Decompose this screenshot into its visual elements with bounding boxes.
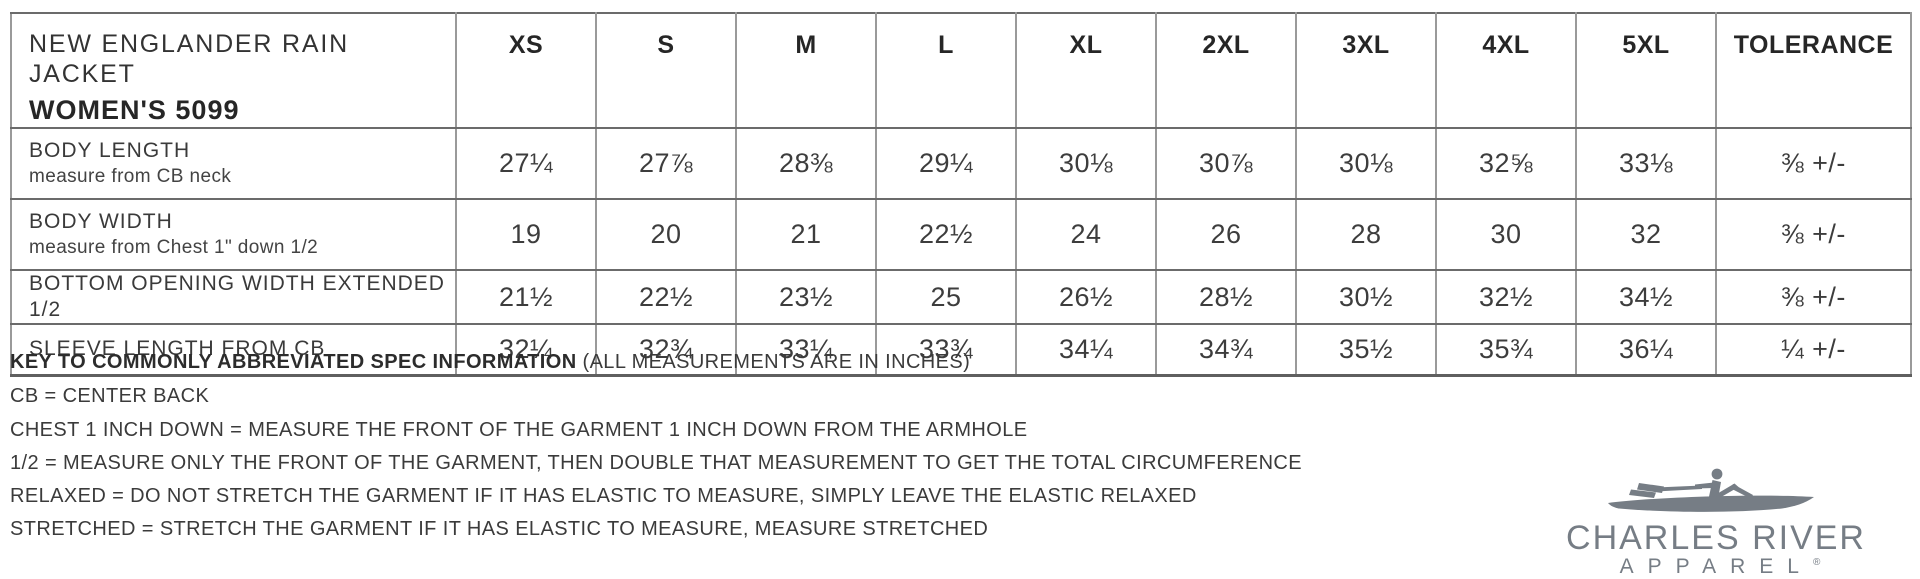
tolerance-value-cell: ⅜ +/- [1715, 127, 1912, 200]
spec-key-heading-normal: (ALL MEASUREMENTS ARE IN INCHES) [576, 351, 971, 373]
measurement-value-cell: 23½ [735, 269, 877, 325]
measurement-value-cell: 32⅝ [1435, 127, 1577, 200]
measurement-value-cell: 32 [1575, 198, 1717, 271]
measurement-value-cell: 34¼ [1015, 323, 1157, 376]
spec-key-line-stretched: STRETCHED = STRETCH THE GARMENT IF IT HA… [10, 518, 989, 540]
size-header-3xl: 3XL [1295, 12, 1437, 129]
size-header-tolerance: TOLERANCE [1715, 12, 1912, 129]
measurement-value-cell: 34¾ [1155, 323, 1297, 376]
measurement-value-cell: 33¼ [735, 323, 877, 376]
measurement-value-cell: 21½ [455, 269, 597, 325]
measurement-value-cell: 30⅛ [1295, 127, 1437, 200]
measurement-value-cell: 32¾ [595, 323, 737, 376]
measurement-value-cell: 32¼ [455, 323, 597, 376]
row-label-cell: BOTTOM OPENING WIDTH EXTENDED 1/2 [10, 269, 457, 325]
size-chart-table: NEW ENGLANDER RAIN JACKET WOMEN'S 5099 X… [10, 12, 1912, 377]
measurement-value-cell: 26 [1155, 198, 1297, 271]
measurement-value-cell: 27⅞ [595, 127, 737, 200]
measurement-value-cell: 28⅜ [735, 127, 877, 200]
row-label-cell: SLEEVE LENGTH FROM CB [10, 323, 457, 376]
measurement-value-cell: 30⅛ [1015, 127, 1157, 200]
measurement-row-body-length: BODY LENGTH measure from CB neck 27¼ 27⅞… [10, 127, 1912, 200]
size-header-xl: XL [1015, 12, 1157, 129]
measurement-value-cell: 25 [875, 269, 1017, 325]
row-sublabel: measure from CB neck [29, 166, 232, 187]
measurement-row-body-width: BODY WIDTH measure from Chest 1" down 1/… [10, 198, 1912, 271]
row-sublabel: measure from Chest 1" down 1/2 [29, 237, 319, 258]
measurement-value-cell: 34½ [1575, 269, 1717, 325]
measurement-value-cell: 35¾ [1435, 323, 1577, 376]
row-label: BOTTOM OPENING WIDTH EXTENDED 1/2 [29, 272, 445, 321]
measurement-value-cell: 20 [595, 198, 737, 271]
size-header-xs: XS [455, 12, 597, 129]
measurement-value-cell: 29¼ [875, 127, 1017, 200]
rower-boat-icon [1608, 468, 1814, 512]
measurement-value-cell: 30 [1435, 198, 1577, 271]
spec-key-line-cb: CB = CENTER BACK [10, 385, 210, 407]
measurement-value-cell: 33¾ [875, 323, 1017, 376]
size-header-2xl: 2XL [1155, 12, 1297, 129]
header-row: NEW ENGLANDER RAIN JACKET WOMEN'S 5099 X… [10, 12, 1912, 129]
spec-key-line-half: 1/2 = MEASURE ONLY THE FRONT OF THE GARM… [10, 452, 1303, 474]
size-header-s: S [595, 12, 737, 129]
measurement-row-sleeve-length: SLEEVE LENGTH FROM CB 32¼ 32¾ 33¼ 33¾ 34… [10, 323, 1912, 376]
row-label: SLEEVE LENGTH FROM CB [29, 337, 326, 361]
product-title: NEW ENGLANDER RAIN JACKET [29, 30, 349, 88]
measurement-value-cell: 35½ [1295, 323, 1437, 376]
registered-mark: ® [1812, 557, 1821, 568]
spec-key-line-chest: CHEST 1 INCH DOWN = MEASURE THE FRONT OF… [10, 419, 1028, 441]
size-header-l: L [875, 12, 1017, 129]
measurement-value-cell: 28 [1295, 198, 1437, 271]
measurement-value-cell: 30½ [1295, 269, 1437, 325]
row-label-cell: BODY WIDTH measure from Chest 1" down 1/… [10, 198, 457, 271]
measurement-value-cell: 19 [455, 198, 597, 271]
measurement-row-bottom-opening: BOTTOM OPENING WIDTH EXTENDED 1/2 21½ 22… [10, 269, 1912, 325]
spec-key-heading-bold: KEY TO COMMONLY ABBREVIATED SPEC INFORMA… [10, 351, 577, 373]
row-label: BODY WIDTH [29, 210, 173, 233]
size-header-m: M [735, 12, 877, 129]
row-label: BODY LENGTH [29, 139, 191, 162]
size-header-4xl: 4XL [1435, 12, 1577, 129]
brand-name: CHARLES RIVER [1566, 519, 1866, 557]
tolerance-value-cell: ¼ +/- [1715, 323, 1912, 376]
measurement-value-cell: 26½ [1015, 269, 1157, 325]
measurement-value-cell: 32½ [1435, 269, 1577, 325]
measurement-value-cell: 22½ [595, 269, 737, 325]
measurement-value-cell: 28½ [1155, 269, 1297, 325]
spec-key-heading: KEY TO COMMONLY ABBREVIATED SPEC INFORMA… [10, 351, 970, 374]
measurement-value-cell: 24 [1015, 198, 1157, 271]
tolerance-value-cell: ⅜ +/- [1715, 269, 1912, 325]
measurement-value-cell: 30⅞ [1155, 127, 1297, 200]
measurement-value-cell: 36¼ [1575, 323, 1717, 376]
measurement-value-cell: 27¼ [455, 127, 597, 200]
measurement-value-cell: 21 [735, 198, 877, 271]
row-label-cell: BODY LENGTH measure from CB neck [10, 127, 457, 200]
product-model: WOMEN'S 5099 [29, 95, 240, 125]
tolerance-value-cell: ⅜ +/- [1715, 198, 1912, 271]
spec-key-line-relaxed: RELAXED = DO NOT STRETCH THE GARMENT IF … [10, 485, 1197, 507]
brand-subname: APPAREL® [1619, 555, 1821, 578]
product-title-cell: NEW ENGLANDER RAIN JACKET WOMEN'S 5099 [10, 12, 457, 129]
size-header-5xl: 5XL [1575, 12, 1717, 129]
measurement-value-cell: 22½ [875, 198, 1017, 271]
measurement-value-cell: 33⅛ [1575, 127, 1717, 200]
